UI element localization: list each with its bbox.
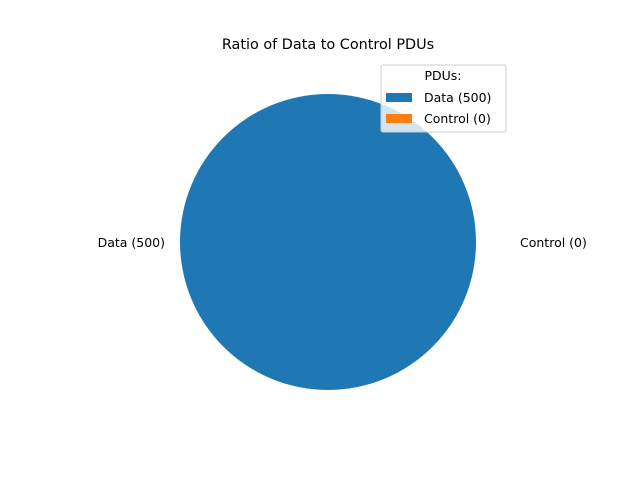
legend-box (380, 64, 507, 133)
legend-swatch-control (386, 114, 412, 123)
legend: PDUs: Data (500) Control (0) (380, 64, 507, 133)
pie-slice-data (180, 94, 476, 390)
legend-label-data: Data (500) (424, 90, 491, 105)
pie-slices (180, 94, 476, 390)
slice-label-data: Data (500) (98, 235, 165, 250)
chart-title: Ratio of Data to Control PDUs (222, 37, 434, 53)
legend-swatch-data (386, 93, 412, 102)
legend-title: PDUs: (424, 68, 461, 83)
slice-label-control: Control (0) (520, 235, 587, 250)
legend-label-control: Control (0) (424, 111, 491, 126)
